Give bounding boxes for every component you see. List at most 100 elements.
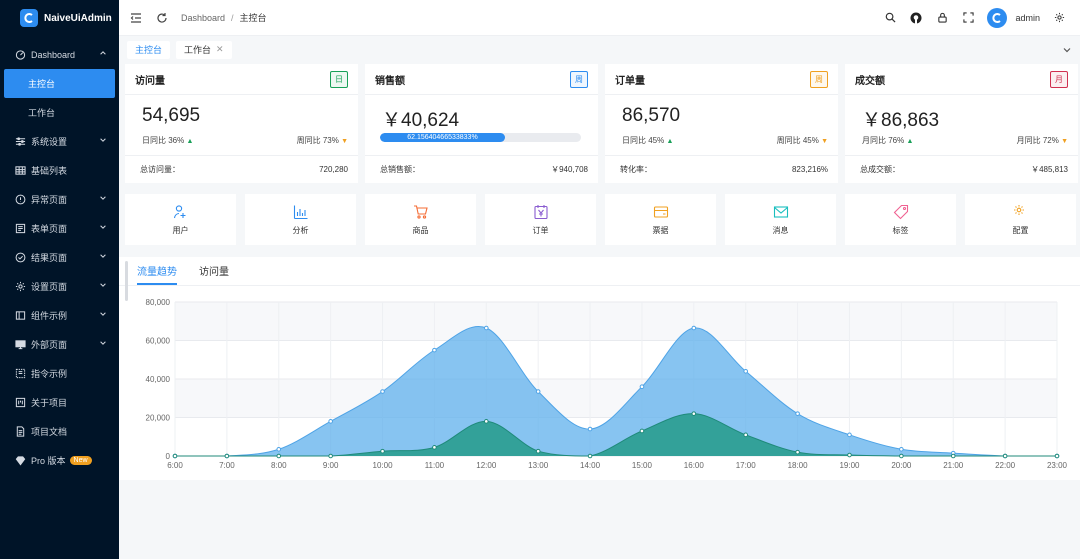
chevron-down-icon bbox=[99, 281, 107, 291]
breadcrumb: Dashboard / 主控台 bbox=[181, 13, 267, 23]
shortcut-tile[interactable]: 标签 bbox=[845, 194, 956, 245]
shortcut-tile[interactable]: 商品 bbox=[365, 194, 476, 245]
x-tick-label: 10:00 bbox=[373, 461, 394, 470]
sidebar-item-1[interactable]: 主控台 bbox=[4, 69, 115, 98]
shortcut-tile[interactable]: 用户 bbox=[125, 194, 236, 245]
stat-card: 销售额 周 ￥40,624 62.15640466533833% 总销售额： ￥… bbox=[365, 64, 598, 183]
trend-down-icon: ▼ bbox=[1061, 137, 1068, 145]
search-icon[interactable] bbox=[883, 11, 897, 25]
close-icon[interactable]: ✕ bbox=[216, 44, 224, 54]
tag-icon bbox=[893, 204, 909, 220]
sidebar-item-0[interactable]: Dashboard bbox=[0, 40, 119, 69]
sidebar-item-label: 异常页面 bbox=[31, 195, 68, 205]
shortcut-tile[interactable]: 消息 bbox=[725, 194, 836, 245]
sidebar-item-3[interactable]: 系统设置 bbox=[0, 127, 119, 156]
alert-icon bbox=[14, 194, 26, 206]
check-circle-icon bbox=[14, 252, 26, 264]
sidebar-item-6[interactable]: 表单页面 bbox=[0, 214, 119, 243]
brand[interactable]: NaiveUiAdmin bbox=[0, 0, 119, 36]
sidebar-item-label: 指令示例 bbox=[31, 369, 68, 379]
stat-card: 订单量 周 86,570 日同比 45% ▲ 周同比 45% ▼ 转化率： 82… bbox=[605, 64, 838, 183]
footer-value: 823,216% bbox=[791, 165, 828, 174]
sidebar-item-5[interactable]: 异常页面 bbox=[0, 185, 119, 214]
sidebar-item-label: 设置页面 bbox=[31, 282, 68, 292]
tab-label: 工作台 bbox=[184, 45, 212, 55]
shortcut-tile[interactable]: 配置 bbox=[965, 194, 1076, 245]
settings-gear-icon[interactable] bbox=[1052, 11, 1066, 25]
cart-icon bbox=[413, 204, 429, 220]
trend-up-icon: ▲ bbox=[666, 137, 674, 145]
collapse-menu-icon[interactable] bbox=[129, 11, 143, 25]
fullscreen-icon[interactable] bbox=[961, 11, 975, 25]
data-point bbox=[691, 325, 697, 331]
stat-footer: 转化率： 823,216% bbox=[605, 155, 838, 183]
document-icon bbox=[14, 426, 26, 438]
trend-down-icon: ▼ bbox=[821, 137, 828, 145]
bar-chart-icon bbox=[293, 204, 309, 220]
shortcut-tile[interactable]: 票据 bbox=[605, 194, 716, 245]
avatar[interactable] bbox=[987, 7, 1008, 28]
sidebar-item-9[interactable]: 组件示例 bbox=[0, 301, 119, 330]
traffic-chart-card: 流量趋势 访问量 0 20,000 40,000 60,000 80,000 6:00 7:… bbox=[119, 257, 1080, 480]
data-point bbox=[1002, 453, 1008, 459]
stat-header: 成交额 月 bbox=[845, 64, 1078, 95]
sidebar-item-8[interactable]: 设置页面 bbox=[0, 272, 119, 301]
grid-band bbox=[175, 302, 1057, 341]
trend-down-icon: ▼ bbox=[341, 137, 348, 145]
dashboard-icon bbox=[14, 49, 26, 61]
shortcut-label: 配置 bbox=[1012, 225, 1029, 235]
stat-title: 成交额 bbox=[855, 75, 885, 87]
shortcut-tile[interactable]: 订单 bbox=[485, 194, 596, 245]
x-tick-label: 18:00 bbox=[788, 461, 809, 470]
data-point bbox=[276, 446, 282, 452]
sidebar-item-label: 系统设置 bbox=[31, 137, 68, 147]
shortcut-tile[interactable]: 分析 bbox=[245, 194, 356, 245]
data-point bbox=[535, 448, 541, 454]
sidebar-item-13[interactable]: 项目文档 bbox=[0, 417, 119, 446]
data-point bbox=[328, 453, 333, 459]
x-tick-label: 7:00 bbox=[219, 461, 235, 470]
stat-footer: 总访问量： 720,280 bbox=[125, 155, 358, 183]
refresh-icon[interactable] bbox=[155, 11, 169, 25]
sidebar-item-10[interactable]: 外部页面 bbox=[0, 330, 119, 359]
top-header: Dashboard / 主控台 admin bbox=[119, 0, 1080, 36]
y-tick-label: 60,000 bbox=[146, 337, 171, 346]
shortcut-label: 分析 bbox=[292, 225, 309, 235]
grid-band bbox=[175, 379, 1057, 418]
sidebar-item-14[interactable]: Pro 版本 New bbox=[0, 446, 119, 475]
compare-right: 周同比 45% ▼ bbox=[776, 135, 828, 145]
data-point bbox=[847, 432, 852, 438]
data-point bbox=[432, 445, 437, 450]
sidebar-item-11[interactable]: 指令示例 bbox=[0, 359, 119, 388]
data-point bbox=[172, 453, 178, 459]
x-tick-label: 21:00 bbox=[943, 461, 964, 470]
sidebar-item-4[interactable]: 基础列表 bbox=[0, 156, 119, 185]
sidebar-item-label: 组件示例 bbox=[31, 311, 68, 321]
compare-left: 月同比 76% ▲ bbox=[862, 135, 914, 145]
breadcrumb-dashboard[interactable]: Dashboard bbox=[181, 13, 226, 23]
sidebar-item-label: 结果页面 bbox=[31, 253, 68, 263]
lock-icon[interactable] bbox=[935, 11, 949, 25]
x-tick-label: 17:00 bbox=[736, 461, 757, 470]
stat-value: ￥40,624 bbox=[382, 110, 460, 131]
tab-main-console[interactable]: 主控台 bbox=[127, 40, 171, 59]
tab-visits[interactable]: 访问量 bbox=[199, 267, 229, 278]
table-icon bbox=[14, 165, 26, 177]
stat-value: 86,570 bbox=[622, 105, 681, 126]
data-point bbox=[328, 419, 333, 424]
stat-compare: 日同比 45% ▲ 周同比 45% ▼ bbox=[605, 130, 838, 150]
y-tick-label: 0 bbox=[166, 452, 171, 461]
progress-label: 62.15640466533833% bbox=[407, 134, 478, 141]
breadcrumb-current: 主控台 bbox=[239, 13, 267, 23]
data-point bbox=[1054, 453, 1060, 459]
username[interactable]: admin bbox=[1015, 12, 1040, 23]
github-icon[interactable] bbox=[909, 11, 923, 25]
sidebar-item-12[interactable]: 关于项目 bbox=[0, 388, 119, 417]
tab-workbench[interactable]: 工作台 ✕ bbox=[176, 40, 232, 59]
sidebar-item-7[interactable]: 结果页面 bbox=[0, 243, 119, 272]
sidebar-item-2[interactable]: 工作台 bbox=[0, 98, 119, 127]
chevron-down-icon[interactable] bbox=[1062, 44, 1072, 58]
directive-icon bbox=[14, 368, 26, 380]
tab-traffic-trend[interactable]: 流量趋势 bbox=[137, 263, 177, 285]
y-tick-label: 40,000 bbox=[146, 375, 171, 384]
